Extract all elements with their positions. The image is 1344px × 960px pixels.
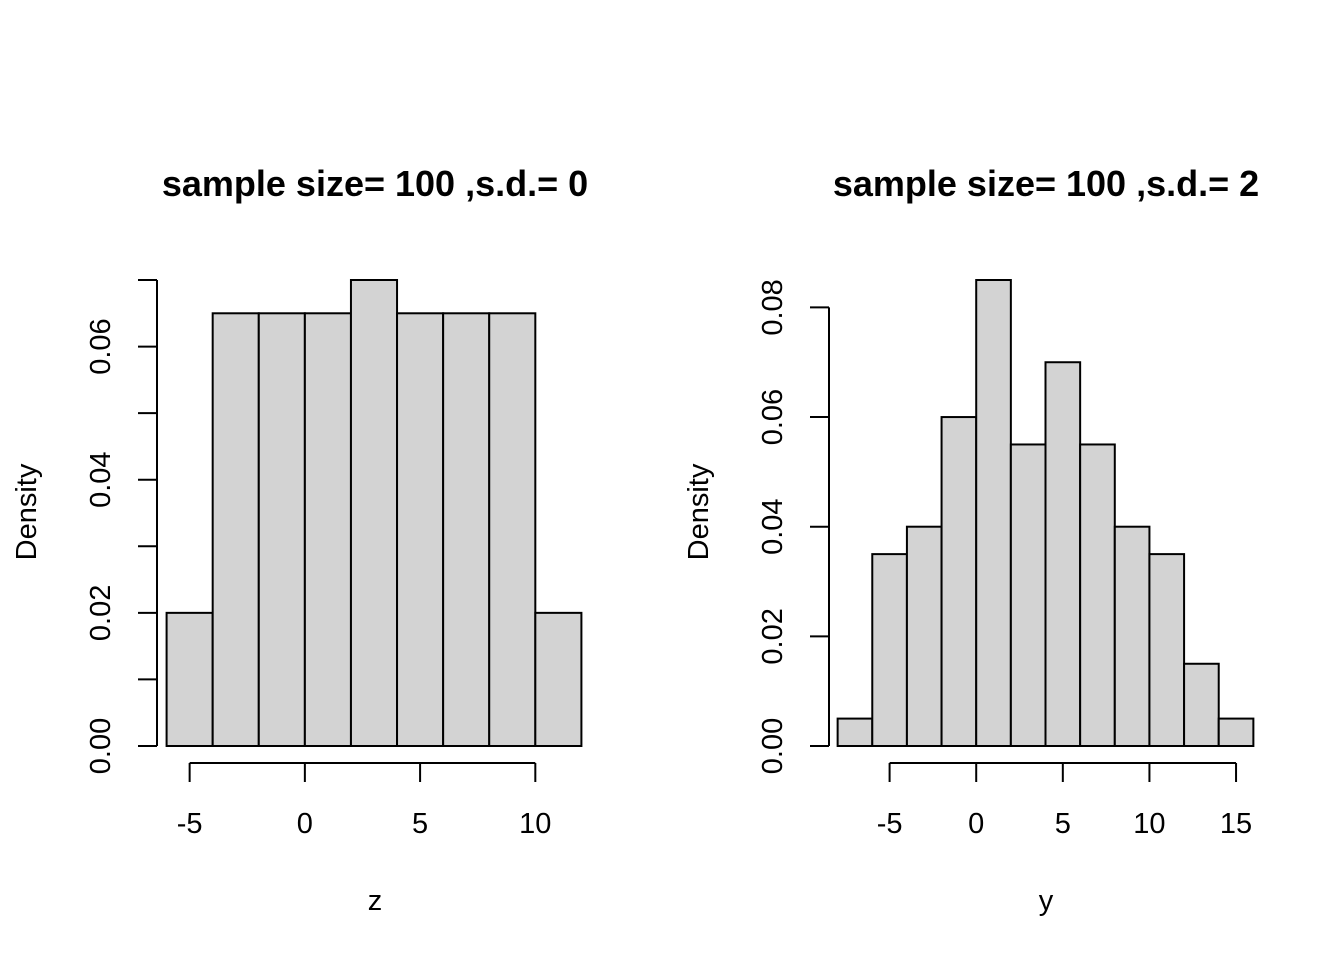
x-tick-label: 5 <box>1055 808 1071 840</box>
y-tick-label: 0.02 <box>757 608 789 664</box>
x-tick-label: 10 <box>1133 808 1165 840</box>
histogram-bar <box>488 312 537 747</box>
bars-right <box>836 279 1255 748</box>
histogram-bar <box>303 312 352 747</box>
y-axis-label-right: Density <box>683 463 715 560</box>
y-axis-right: 0.00 0.02 0.04 0.06 0.08 <box>757 279 830 774</box>
histogram-bar <box>1044 361 1082 747</box>
y-axis-label-left: Density <box>11 463 43 560</box>
y-tick-label: 0.02 <box>85 585 117 641</box>
histogram-bar <box>836 717 874 748</box>
histogram-bar <box>165 611 214 747</box>
histogram-bar <box>1113 525 1151 747</box>
y-tick-label: 0.06 <box>85 318 117 374</box>
x-axis-right: -5 0 5 10 15 <box>877 762 1252 840</box>
x-tick-label: 15 <box>1220 808 1252 840</box>
histogram-bar <box>1183 662 1220 747</box>
histogram-bar <box>1079 443 1116 747</box>
chart-title-left: sample size= 100 ,s.d.= 0 <box>162 163 588 204</box>
histogram-bar <box>257 312 306 747</box>
y-tick-label: 0.00 <box>757 718 789 774</box>
histogram-bar <box>975 279 1012 747</box>
histogram-bar <box>871 553 908 748</box>
histogram-bar <box>905 525 943 747</box>
histogram-panel-left: sample size= 100 ,s.d.= 0 -5 0 5 10 0.000.0… <box>11 163 588 917</box>
x-tick-label: 0 <box>968 808 984 840</box>
chart-title-right: sample size= 100 ,s.d.= 2 <box>833 163 1259 204</box>
histogram-bar <box>1148 553 1186 748</box>
y-tick-label: 0.08 <box>757 279 789 335</box>
x-tick-label: 0 <box>297 808 313 840</box>
histogram-bar <box>1217 717 1255 748</box>
x-tick-label: 10 <box>519 808 551 840</box>
y-tick-label: 0.06 <box>757 389 789 445</box>
x-tick-label: -5 <box>877 808 903 840</box>
histogram-bar <box>211 312 260 747</box>
x-axis-left: -5 0 5 10 <box>177 762 551 840</box>
histogram-bar <box>396 312 445 747</box>
x-tick-label: -5 <box>177 808 203 840</box>
histogram-bar <box>1009 443 1047 747</box>
y-tick-label: 0.04 <box>85 451 117 507</box>
histogram-bar <box>442 312 491 747</box>
y-tick-label: 0.00 <box>85 718 117 774</box>
y-tick-label: 0.04 <box>757 498 789 554</box>
x-axis-label-left: z <box>368 885 383 917</box>
histogram-bar <box>349 279 399 747</box>
histogram-bar <box>534 611 583 747</box>
x-tick-label: 5 <box>412 808 428 840</box>
histogram-panel-right: sample size= 100 ,s.d.= 2 -5 0 5 10 15 0.000… <box>683 163 1259 917</box>
y-axis-left: 0.00 0.02 0.04 0.06 <box>85 279 158 774</box>
bars-left <box>165 279 583 747</box>
histogram-bar <box>940 416 978 747</box>
x-axis-label-right: y <box>1039 885 1054 917</box>
